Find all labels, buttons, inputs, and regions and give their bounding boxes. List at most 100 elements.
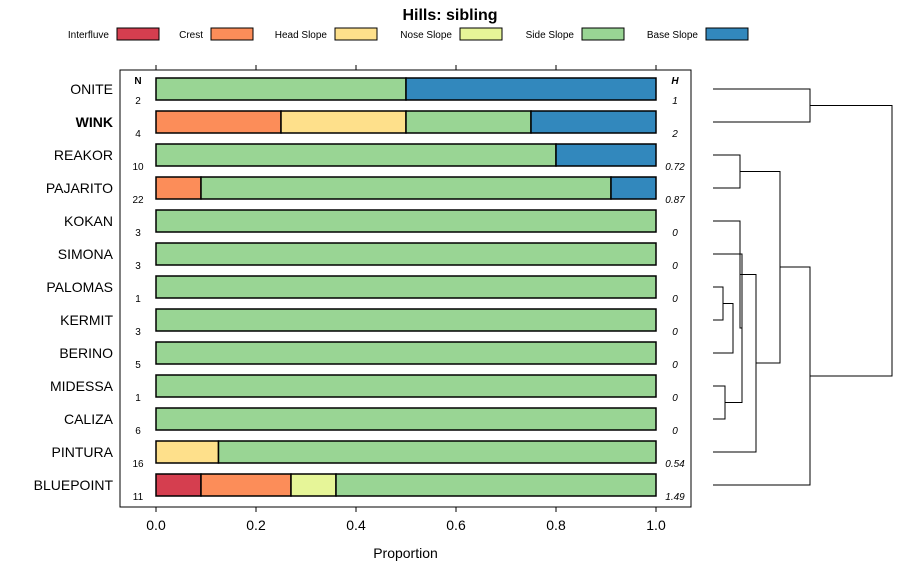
n-value-caliza: 6 xyxy=(135,426,141,437)
h-value-pajarito: 0.87 xyxy=(665,195,685,206)
legend-label-nose-slope: Nose Slope xyxy=(400,30,452,41)
h-values: 1 2 0.72 0.87 0 0 0 0 0 0 0 0.54 1.49 xyxy=(665,96,685,503)
n-value-pintura: 16 xyxy=(132,459,144,470)
bar-segment-pajarito-crest xyxy=(155,176,202,200)
dendrogram xyxy=(713,88,893,486)
x-tick-label: 0.6 xyxy=(446,517,466,533)
x-tick-label: 0.0 xyxy=(146,517,166,533)
n-value-simona: 3 xyxy=(135,261,141,272)
bar-segment-bluepoint-crest xyxy=(200,473,292,497)
row-label-onite: ONITE xyxy=(70,81,113,97)
h-value-palomas: 0 xyxy=(672,294,678,305)
legend: Interfluve Crest Head Slope Nose Slope Side … xyxy=(68,27,749,41)
legend-swatch-base-slope xyxy=(705,27,749,41)
bar-segment-pajarito-base-slope xyxy=(610,176,657,200)
h-value-kokan: 0 xyxy=(672,228,678,239)
n-value-kermit: 3 xyxy=(135,327,141,338)
h-column-header: H xyxy=(671,76,679,87)
dendrogram-branch xyxy=(713,154,741,189)
h-value-simona: 0 xyxy=(672,261,678,272)
x-tick-label: 0.8 xyxy=(546,517,566,533)
row-label-reakor: REAKOR xyxy=(54,147,113,163)
bar-segment-bluepoint-nose-slope xyxy=(290,473,337,497)
x-tick-label: 0.4 xyxy=(346,517,366,533)
bar-segment-wink-head-slope xyxy=(280,110,407,134)
legend-swatch-head-slope xyxy=(334,27,378,41)
n-value-reakor: 10 xyxy=(132,162,144,173)
n-value-midessa: 1 xyxy=(135,393,141,404)
h-value-wink: 2 xyxy=(671,129,678,140)
bar-segment-reakor-base-slope xyxy=(555,143,657,167)
dendrogram-branch xyxy=(713,286,724,321)
dendrogram-branch xyxy=(740,171,781,364)
h-value-berino: 0 xyxy=(672,360,678,371)
n-value-wink: 4 xyxy=(135,129,141,140)
n-value-pajarito: 22 xyxy=(132,195,144,206)
row-label-kokan: KOKAN xyxy=(64,213,113,229)
legend-label-crest: Crest xyxy=(179,30,203,41)
bar-segment-onite-side-slope xyxy=(155,77,407,101)
bar-segment-pintura-side-slope xyxy=(217,440,657,464)
h-value-midessa: 0 xyxy=(672,393,678,404)
chart-title: Hills: sibling xyxy=(402,7,497,24)
row-label-kermit: KERMIT xyxy=(60,312,113,328)
h-value-kermit: 0 xyxy=(672,327,678,338)
row-label-simona: SIMONA xyxy=(58,246,114,262)
legend-label-side-slope: Side Slope xyxy=(526,30,575,41)
n-column-header: N xyxy=(134,76,141,87)
n-value-bluepoint: 11 xyxy=(133,492,144,503)
row-label-palomas: PALOMAS xyxy=(46,279,113,295)
axes: 0.0 0.2 0.4 0.6 0.8 1.0 xyxy=(146,65,666,533)
dendrogram-branch xyxy=(713,220,742,329)
bar-segment-berino-side-slope xyxy=(155,341,657,365)
legend-label-interfluve: Interfluve xyxy=(68,30,110,41)
x-tick-label: 0.2 xyxy=(246,517,266,533)
bar-segment-wink-side-slope xyxy=(405,110,532,134)
n-value-berino: 5 xyxy=(135,360,141,371)
row-labels: ONITE WINK REAKOR PAJARITO KOKAN SIMONA PALOMA… xyxy=(34,81,114,493)
x-tick-label: 1.0 xyxy=(646,517,666,533)
bar-segment-bluepoint-interfluve xyxy=(155,473,202,497)
dendrogram-branch xyxy=(810,105,893,377)
h-value-caliza: 0 xyxy=(672,426,678,437)
legend-swatch-crest xyxy=(210,27,254,41)
bar-segment-wink-crest xyxy=(155,110,282,134)
bar-segment-pajarito-side-slope xyxy=(200,176,612,200)
dendrogram-branch xyxy=(713,253,743,403)
n-value-kokan: 3 xyxy=(135,228,141,239)
bar-segment-palomas-side-slope xyxy=(155,275,657,299)
dendrogram-branch xyxy=(713,274,757,453)
bar-segment-midessa-side-slope xyxy=(155,374,657,398)
bar-segment-pintura-head-slope xyxy=(155,440,220,464)
row-label-bluepoint: BLUEPOINT xyxy=(34,477,114,493)
dendrogram-branch xyxy=(713,303,734,354)
h-value-reakor: 0.72 xyxy=(665,162,685,173)
h-value-onite: 1 xyxy=(672,96,678,107)
row-label-caliza: CALIZA xyxy=(64,411,114,427)
n-value-onite: 2 xyxy=(135,96,141,107)
bar-segment-simona-side-slope xyxy=(155,242,657,266)
bar-segment-caliza-side-slope xyxy=(155,407,657,431)
bar-segment-bluepoint-side-slope xyxy=(335,473,657,497)
legend-label-base-slope: Base Slope xyxy=(647,30,699,41)
row-label-pajarito: PAJARITO xyxy=(46,180,113,196)
row-label-midessa: MIDESSA xyxy=(50,378,114,394)
row-label-berino: BERINO xyxy=(59,345,113,361)
bars xyxy=(155,77,657,497)
legend-label-head-slope: Head Slope xyxy=(275,30,328,41)
legend-swatch-nose-slope xyxy=(459,27,503,41)
h-value-pintura: 0.54 xyxy=(665,459,685,470)
bar-segment-wink-base-slope xyxy=(530,110,657,134)
bar-segment-reakor-side-slope xyxy=(155,143,557,167)
x-axis-label: Proportion xyxy=(373,545,438,561)
dendrogram-branch xyxy=(713,88,811,123)
dendrogram-branch xyxy=(713,385,726,420)
legend-swatch-side-slope xyxy=(581,27,625,41)
bar-segment-kokan-side-slope xyxy=(155,209,657,233)
h-value-bluepoint: 1.49 xyxy=(665,492,685,503)
bar-segment-onite-base-slope xyxy=(405,77,657,101)
row-label-pintura: PINTURA xyxy=(52,444,114,460)
row-label-wink: WINK xyxy=(76,114,113,130)
